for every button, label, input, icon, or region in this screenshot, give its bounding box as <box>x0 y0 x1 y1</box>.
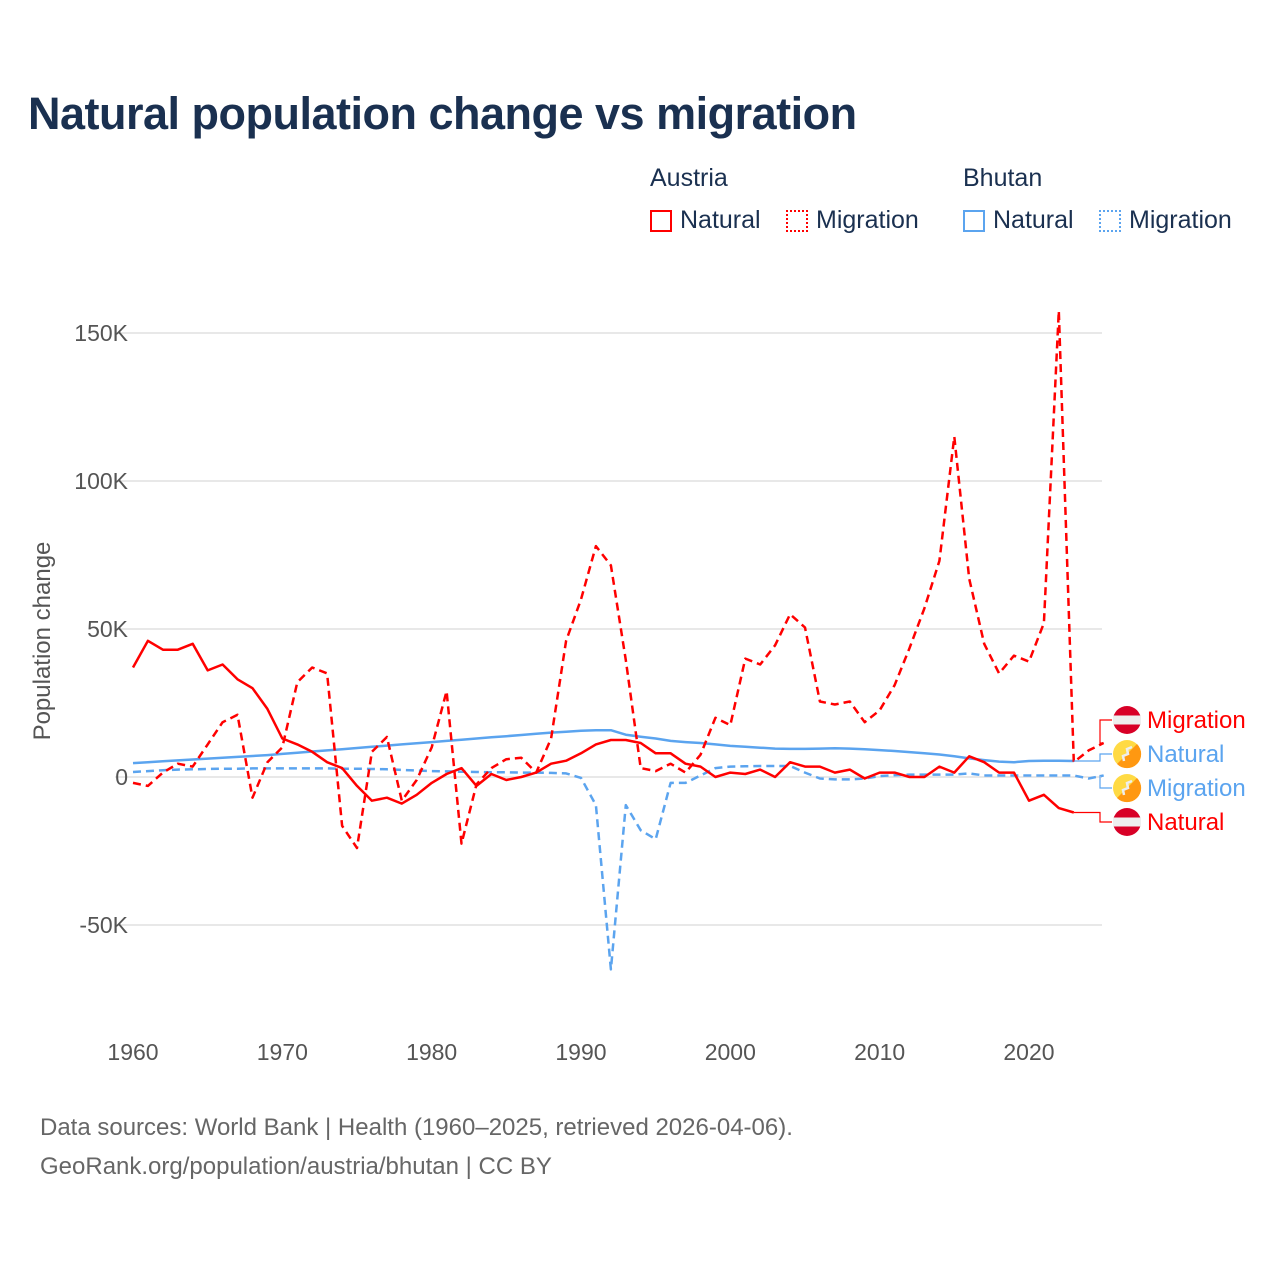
source-line-2[interactable]: GeoRank.org/population/austria/bhutan | … <box>40 1153 552 1180</box>
label-connector <box>1073 811 1112 823</box>
flag-white-band <box>1113 817 1141 827</box>
y-tick-label: 50K <box>87 616 129 642</box>
label-connector <box>1099 719 1112 744</box>
source-line-1: Data sources: World Bank | Health (1960–… <box>40 1114 793 1141</box>
x-tick-label: 2020 <box>1003 1039 1054 1065</box>
bhutan-natural-line <box>132 728 1074 765</box>
legend-label: Migration <box>816 206 919 234</box>
y-axis-label: Population change <box>29 542 56 741</box>
bhutan-flag-icon <box>1113 774 1142 803</box>
legend-label: Natural <box>680 206 761 234</box>
legend-group-austria: Austria <box>650 164 728 192</box>
series-end-label: Natural <box>1147 809 1224 836</box>
flag-orange <box>1117 778 1142 803</box>
x-tick-label: 1960 <box>107 1039 158 1065</box>
label-connector <box>1099 774 1112 789</box>
dotted-swatch-icon <box>1099 209 1121 232</box>
flag-orange <box>1117 744 1142 769</box>
series-end-label: Migration <box>1147 707 1246 734</box>
y-tick-label: 150K <box>74 320 128 346</box>
y-tick-label: 0 <box>115 764 128 790</box>
x-tick-label: 2010 <box>854 1039 905 1065</box>
flag-dragon <box>1121 779 1133 796</box>
austria-flag-icon <box>1113 808 1141 836</box>
legend-bhutan-migration[interactable]: Migration <box>1099 206 1232 235</box>
x-tick-label: 1980 <box>406 1039 457 1065</box>
legend-austria-migration[interactable]: Migration <box>786 206 919 235</box>
x-tick-label: 2000 <box>705 1039 756 1065</box>
solid-swatch-icon <box>650 209 672 232</box>
solid-swatch-icon <box>963 209 985 232</box>
chart-title: Natural population change vs migration <box>28 88 857 139</box>
label-connector <box>1073 753 1112 762</box>
dotted-swatch-icon <box>786 209 808 232</box>
legend-austria-natural[interactable]: Natural <box>650 206 761 235</box>
source-note: Data sources: World Bank | Health (1960–… <box>40 1108 793 1186</box>
legend-group-bhutan: Bhutan <box>963 164 1043 192</box>
bhutan-migration-line <box>132 764 1104 971</box>
austria-natural-line <box>131 639 1075 814</box>
legend-label: Natural <box>993 206 1074 234</box>
y-tick-label: 100K <box>74 468 128 494</box>
series-end-label: Migration <box>1147 775 1246 802</box>
bhutan-flag-icon <box>1113 740 1142 769</box>
flag-dragon <box>1121 745 1133 762</box>
austria-flag-icon <box>1113 706 1141 734</box>
legend-bhutan-natural[interactable]: Natural <box>963 206 1074 235</box>
y-tick-label: -50K <box>79 912 128 938</box>
x-tick-label: 1970 <box>257 1039 308 1065</box>
legend-label: Migration <box>1129 206 1232 234</box>
x-tick-label: 1990 <box>555 1039 606 1065</box>
series-end-label: Natural <box>1147 741 1224 768</box>
flag-white-band <box>1113 715 1141 725</box>
